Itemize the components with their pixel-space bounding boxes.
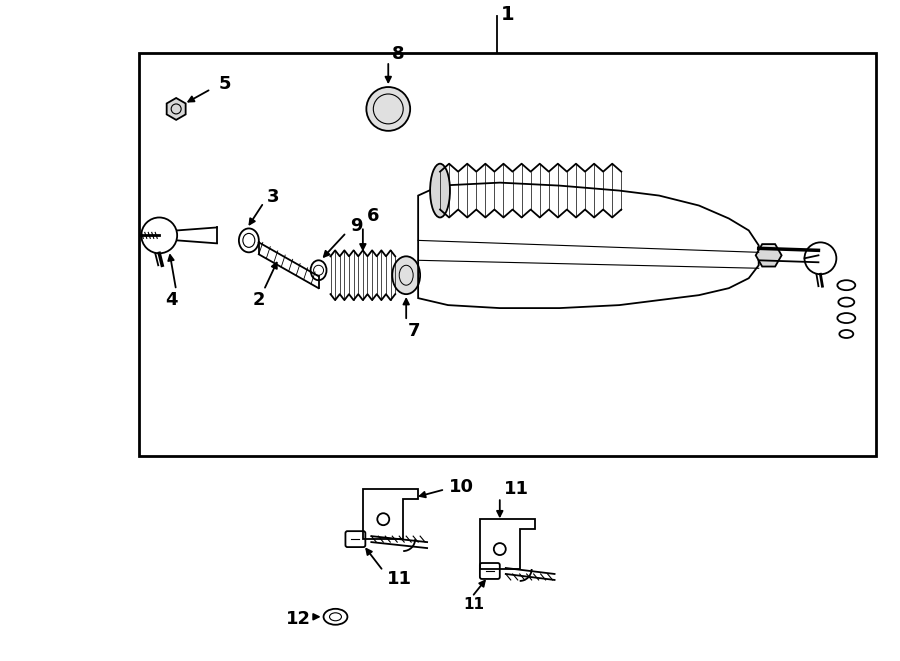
Text: 12: 12 <box>285 610 310 628</box>
Polygon shape <box>166 98 185 120</box>
Ellipse shape <box>366 87 410 131</box>
Ellipse shape <box>392 256 420 294</box>
Text: 2: 2 <box>253 291 266 309</box>
Text: 4: 4 <box>165 291 177 309</box>
Text: 5: 5 <box>219 75 231 93</box>
Polygon shape <box>756 244 781 266</box>
Text: 7: 7 <box>409 322 420 340</box>
Text: 10: 10 <box>449 479 474 496</box>
Text: 8: 8 <box>392 45 405 63</box>
Text: 9: 9 <box>350 217 363 235</box>
Ellipse shape <box>430 164 450 217</box>
Text: 3: 3 <box>266 188 279 206</box>
Text: 1: 1 <box>500 5 515 24</box>
Text: 11: 11 <box>464 598 484 612</box>
Text: 11: 11 <box>387 570 412 588</box>
Bar <box>140 53 877 457</box>
Text: 11: 11 <box>504 481 529 498</box>
Text: 6: 6 <box>367 208 380 225</box>
